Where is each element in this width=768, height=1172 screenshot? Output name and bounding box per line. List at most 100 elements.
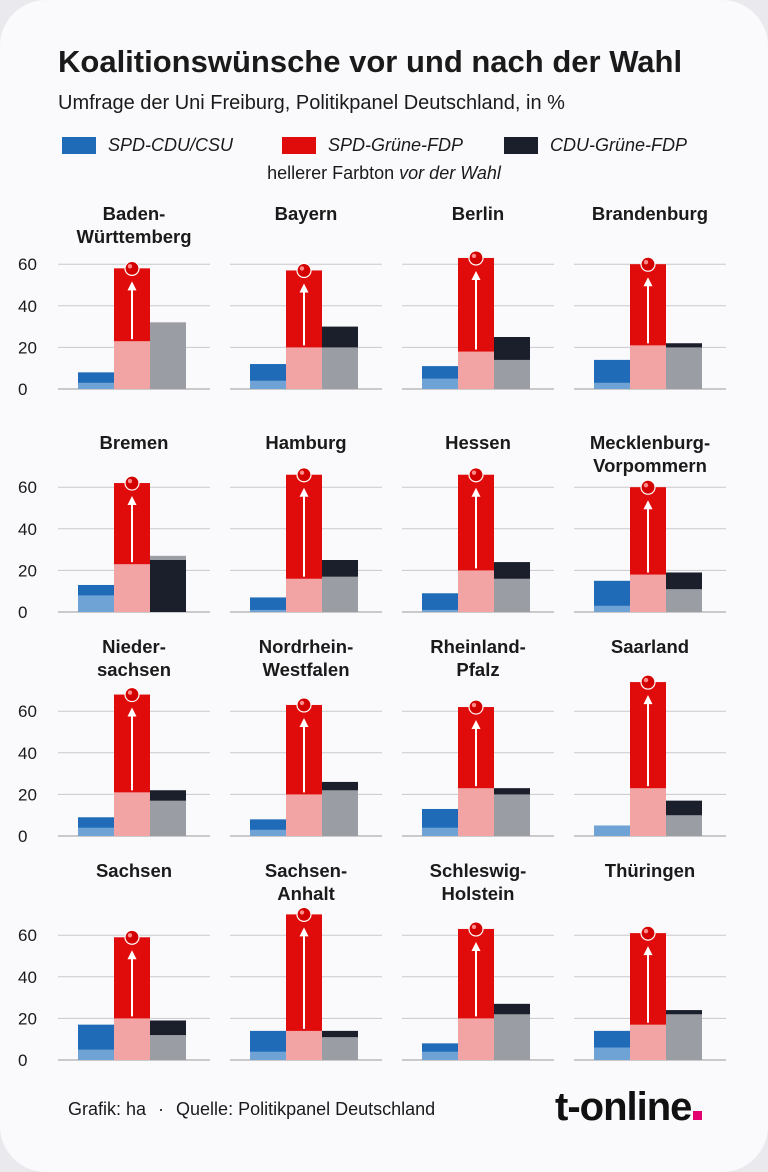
panel-title: Rheinland- Pfalz: [430, 636, 526, 680]
change-arrow-head: [471, 270, 481, 280]
bar-before-ampel: [286, 578, 322, 612]
bar-before-spd-cdu: [422, 609, 458, 612]
bar-before-jamaika: [322, 576, 358, 612]
legend-item-ampel: SPD-Grüne-FDP: [282, 133, 463, 157]
change-marker-highlight: [471, 702, 477, 708]
panel-title: Mecklenburg- Vorpommern: [589, 432, 711, 476]
chart-subtitle: Umfrage der Uni Freiburg, Politikpanel D…: [58, 92, 565, 114]
bar-before-ampel: [114, 564, 150, 612]
bar-before-spd-cdu: [422, 827, 458, 836]
bar-before-jamaika: [666, 815, 702, 836]
logo-dot: [693, 1111, 703, 1120]
change-marker: [640, 256, 656, 272]
legend-label-jamaika: CDU-Grüne-FDP: [550, 134, 688, 155]
panel-title: Saarland: [610, 636, 690, 657]
change-marker: [124, 686, 140, 703]
panel-chart: [230, 697, 382, 837]
bar-before-ampel: [458, 570, 494, 612]
bar-before-ampel: [630, 574, 666, 612]
panel-title: Schleswig- Holstein: [429, 860, 527, 904]
bar-before-jamaika: [322, 347, 358, 389]
logo-text: t-online: [555, 1085, 692, 1129]
y-tick-label: 20: [18, 785, 37, 804]
chart-title: Koalitionswünsche vor und nach der Wahl: [58, 44, 683, 79]
change-marker: [640, 925, 656, 941]
panel-chart: [574, 479, 726, 613]
bar-before-spd-cdu: [78, 595, 114, 612]
panel-title: Nordrhein- Westfalen: [258, 636, 354, 680]
panel-chart: [574, 925, 726, 1061]
change-marker-highlight: [299, 700, 305, 706]
change-marker: [124, 260, 140, 276]
bar-before-ampel: [458, 1018, 494, 1060]
bar-before-ampel: [458, 351, 494, 389]
bar-before-jamaika: [322, 1037, 358, 1060]
bar-before-spd-cdu: [594, 825, 630, 836]
bar-before-ampel: [286, 1030, 322, 1060]
bar-before-jamaika: [666, 589, 702, 612]
bar-before-spd-cdu: [250, 609, 286, 612]
change-marker: [124, 475, 140, 491]
bar-before-jamaika: [494, 578, 530, 612]
change-marker: [296, 467, 312, 483]
change-arrow-head: [643, 500, 653, 510]
change-marker-highlight: [471, 470, 477, 475]
panel-chart: [402, 921, 554, 1061]
legend-label-ampel: SPD-Grüne-FDP: [328, 134, 464, 155]
panel-title: Thüringen: [604, 860, 696, 881]
bar-before-ampel: [286, 347, 322, 389]
panel-chart: 0 20 40 60: [18, 475, 210, 622]
legend-note-italic: vor der Wahl: [399, 163, 501, 183]
change-arrow-head: [471, 720, 481, 730]
bar-before-spd-cdu: [422, 378, 458, 389]
bar-before-ampel: [630, 1024, 666, 1060]
change-arrow-head: [643, 946, 653, 956]
credit-text: Grafik: ha: [68, 1099, 147, 1119]
bar-before-ampel: [114, 1018, 150, 1060]
y-tick-label: 60: [18, 255, 37, 274]
change-marker-highlight: [471, 253, 477, 259]
panel-title: Bayern: [274, 203, 338, 224]
change-arrow-head: [127, 496, 137, 506]
y-tick-label: 60: [18, 478, 37, 497]
bar-before-jamaika: [494, 794, 530, 836]
panel-chart: [230, 467, 382, 613]
legend-note: hellerer Farbton vor der Wahl: [0, 163, 768, 184]
y-tick-label: 0: [18, 380, 27, 399]
change-marker: [296, 906, 312, 922]
change-arrow-head: [299, 487, 309, 497]
change-marker: [124, 929, 140, 945]
bar-before-jamaika: [494, 1014, 530, 1060]
footer-credit: Grafik: ha · Quelle: Politikpanel Deutschl…: [68, 1099, 435, 1120]
change-arrow-head: [127, 707, 137, 717]
change-marker: [640, 479, 656, 495]
legend: SPD-CDU/CSU SPD-Grüne-FDP CDU-Grüne-FDP: [62, 133, 742, 157]
panel-chart: [574, 256, 726, 390]
change-marker-highlight: [643, 677, 649, 683]
panel-chart: [574, 674, 726, 837]
change-marker: [468, 250, 484, 266]
change-marker-highlight: [299, 470, 305, 475]
y-tick-label: 60: [18, 702, 37, 721]
bar-before-ampel: [286, 794, 322, 836]
change-marker: [296, 697, 312, 713]
y-tick-label: 20: [18, 1009, 37, 1028]
panel-title: Sachsen: [95, 860, 173, 881]
bar-before-ampel: [114, 341, 150, 389]
y-tick-label: 60: [18, 926, 37, 945]
y-tick-label: 20: [18, 561, 37, 580]
legend-swatch-spd-cdu: [62, 136, 96, 154]
footer-separator: ·: [158, 1099, 165, 1119]
y-tick-label: 40: [18, 297, 37, 316]
change-arrow-head: [299, 927, 309, 937]
source-text: Quelle: Politikpanel Deutschland: [176, 1099, 436, 1119]
bar-before-spd-cdu: [250, 380, 286, 389]
panel-chart: [402, 467, 554, 613]
change-marker-highlight: [643, 260, 649, 265]
bar-before-spd-cdu: [422, 1051, 458, 1060]
bar-before-ampel: [630, 345, 666, 389]
bar-before-jamaika: [494, 359, 530, 389]
change-arrow-head: [127, 281, 137, 291]
change-marker: [468, 921, 484, 937]
